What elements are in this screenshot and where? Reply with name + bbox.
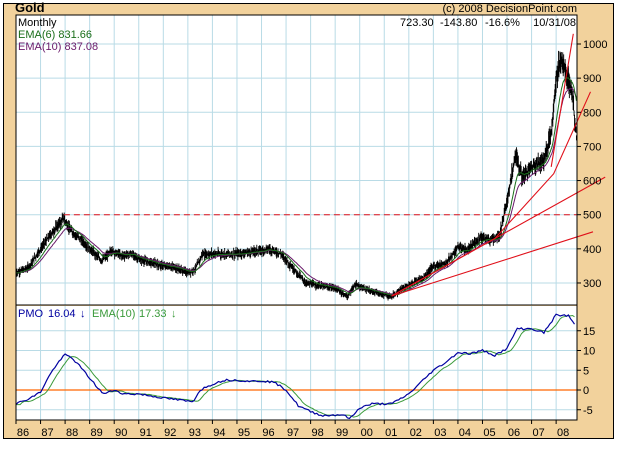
- trendline: [391, 231, 594, 297]
- x-tick-label: 07: [532, 427, 544, 439]
- x-tick-label: 08: [557, 427, 569, 439]
- copyright: (c) 2008 DecisionPoint.com: [442, 3, 577, 15]
- pmo-panel: [16, 306, 577, 420]
- chart-title: Gold: [15, 0, 45, 15]
- x-tick-label: 03: [434, 427, 446, 439]
- pmo-line: [16, 313, 575, 420]
- x-tick-label: 91: [140, 427, 152, 439]
- x-tick-label: 92: [164, 427, 176, 439]
- x-tick-label: 00: [361, 427, 373, 439]
- price-tick-label: 300: [583, 278, 601, 290]
- price-tick-label: 700: [583, 141, 601, 153]
- trendline: [391, 91, 592, 297]
- legend-ema6: EMA(6) 831.66: [18, 29, 92, 41]
- pmo-label: PMO: [18, 308, 44, 320]
- pmo-series: [16, 313, 577, 420]
- price-tick-label: 400: [583, 244, 601, 256]
- last-date: 10/31/08: [533, 17, 576, 29]
- ema10-line: [16, 88, 577, 295]
- price-series: [16, 50, 577, 301]
- pmo-tick-label: 15: [583, 326, 595, 338]
- x-tick-label: 93: [189, 427, 201, 439]
- x-tick-label: 02: [410, 427, 422, 439]
- trendlines: [391, 33, 606, 297]
- x-tick-label: 86: [17, 427, 29, 439]
- pmo-value: 16.04: [48, 308, 76, 320]
- price-tick-label: 1000: [583, 39, 607, 51]
- pmo-ema-value: 17.33: [139, 308, 167, 320]
- x-tick-label: 97: [287, 427, 299, 439]
- period-label: Monthly: [18, 17, 57, 29]
- x-tick-label: 88: [66, 427, 78, 439]
- x-tick-label: 06: [508, 427, 520, 439]
- x-tick-label: 89: [91, 427, 103, 439]
- x-tick-label: 01: [385, 427, 397, 439]
- pmo-down-arrow-icon: ↓: [80, 308, 86, 320]
- x-tick-label: 98: [311, 427, 323, 439]
- axes: 86 87 88 89 90 91 92 93 94 95 96 97 98 99 00 01 02 03 04 05…: [15, 39, 607, 439]
- x-tick-label: 96: [262, 427, 274, 439]
- pmo-panel-border: [15, 304, 578, 421]
- last-pct: -16.6%: [485, 17, 520, 29]
- ema6-line: [16, 77, 577, 296]
- last-change: -143.80: [440, 17, 477, 29]
- x-tick-label: 90: [115, 427, 127, 439]
- price-panel: [16, 15, 577, 305]
- pmo-tick-label: -5: [583, 405, 593, 417]
- x-tick-label: 99: [336, 427, 348, 439]
- pmo-tick-label: 0: [583, 385, 589, 397]
- trendline: [550, 33, 574, 167]
- price-tick-label: 800: [583, 107, 601, 119]
- price-tick-label: 600: [583, 176, 601, 188]
- pmo-tick-label: 5: [583, 365, 589, 377]
- price-tick-label: 500: [583, 210, 601, 222]
- legend-ema10: EMA(10) 837.08: [18, 41, 98, 53]
- x-tick-label: 04: [459, 427, 471, 439]
- last-close: 723.30: [400, 17, 434, 29]
- pmo-ema-label: EMA(10): [92, 308, 135, 320]
- x-tick-label: 94: [213, 427, 225, 439]
- pmo-ema-down-arrow-icon: ↓: [171, 308, 177, 320]
- x-tick-label: 87: [41, 427, 53, 439]
- price-tick-label: 900: [583, 73, 601, 85]
- x-tick-label: 95: [238, 427, 250, 439]
- pmo-tick-label: 10: [583, 346, 595, 358]
- x-tick-label: 05: [483, 427, 495, 439]
